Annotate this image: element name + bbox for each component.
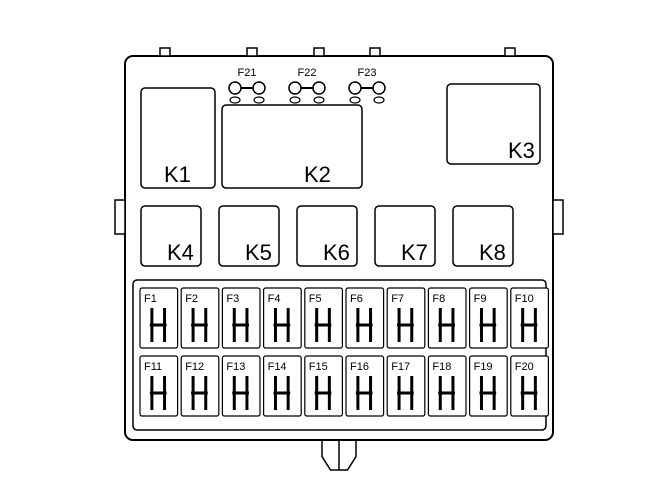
- svg-text:F4: F4: [268, 293, 281, 305]
- svg-text:F12: F12: [185, 361, 204, 373]
- svg-text:F8: F8: [432, 293, 445, 305]
- svg-text:F7: F7: [391, 293, 404, 305]
- svg-text:K1: K1: [164, 162, 191, 187]
- svg-text:F3: F3: [226, 293, 239, 305]
- svg-text:F13: F13: [226, 361, 245, 373]
- svg-text:F16: F16: [350, 361, 369, 373]
- svg-text:K5: K5: [245, 240, 272, 265]
- svg-text:F19: F19: [474, 361, 493, 373]
- svg-text:F23: F23: [358, 67, 377, 79]
- svg-text:K6: K6: [323, 240, 350, 265]
- svg-text:F15: F15: [309, 361, 328, 373]
- svg-text:F14: F14: [268, 361, 287, 373]
- svg-text:F10: F10: [515, 293, 534, 305]
- fuse-box-diagram: F21 F22 F23 K1 K2 K3 K4 K5 K6 K7 K8 F1 F11 F2 F12 F3 F13…: [0, 0, 667, 500]
- svg-text:F9: F9: [474, 293, 487, 305]
- svg-text:F21: F21: [238, 67, 257, 79]
- svg-text:F22: F22: [298, 67, 317, 79]
- svg-text:F6: F6: [350, 293, 363, 305]
- svg-text:K8: K8: [479, 240, 506, 265]
- svg-text:K2: K2: [304, 162, 331, 187]
- svg-text:F2: F2: [185, 293, 198, 305]
- svg-text:K7: K7: [401, 240, 428, 265]
- svg-text:F17: F17: [391, 361, 410, 373]
- svg-text:F11: F11: [144, 361, 162, 373]
- svg-text:F18: F18: [432, 361, 451, 373]
- svg-text:K4: K4: [167, 240, 194, 265]
- svg-text:F1: F1: [144, 293, 157, 305]
- svg-text:K3: K3: [508, 138, 535, 163]
- svg-text:F5: F5: [309, 293, 322, 305]
- svg-text:F20: F20: [515, 361, 534, 373]
